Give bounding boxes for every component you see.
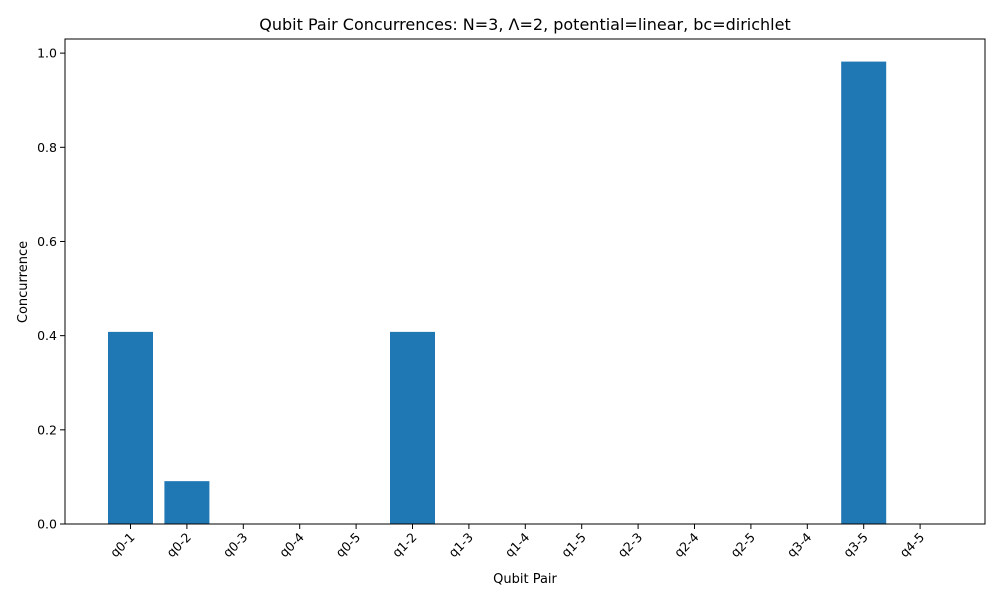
y-axis: 0.0 0.2 0.4 0.6 0.8 1.0	[37, 46, 65, 532]
chart-title: Qubit Pair Concurrences: N=3, Λ=2, poten…	[259, 15, 790, 34]
y-axis-label: Concurrence	[16, 241, 31, 323]
bar-q3-5	[841, 61, 887, 525]
bar-q1-2	[390, 331, 435, 524]
bar-q0-1	[108, 331, 153, 524]
x-axis-label: Qubit Pair	[493, 572, 557, 587]
y-tick-label: 0.2	[37, 422, 57, 437]
y-tick-label: 0.4	[37, 328, 57, 343]
bars-group	[108, 61, 887, 525]
y-tick-label: 0.6	[37, 234, 57, 249]
y-tick-label: 0.0	[37, 517, 57, 532]
y-tick-label: 0.8	[37, 140, 57, 155]
y-tick-label: 1.0	[37, 46, 57, 61]
bar-q0-2	[164, 481, 210, 524]
